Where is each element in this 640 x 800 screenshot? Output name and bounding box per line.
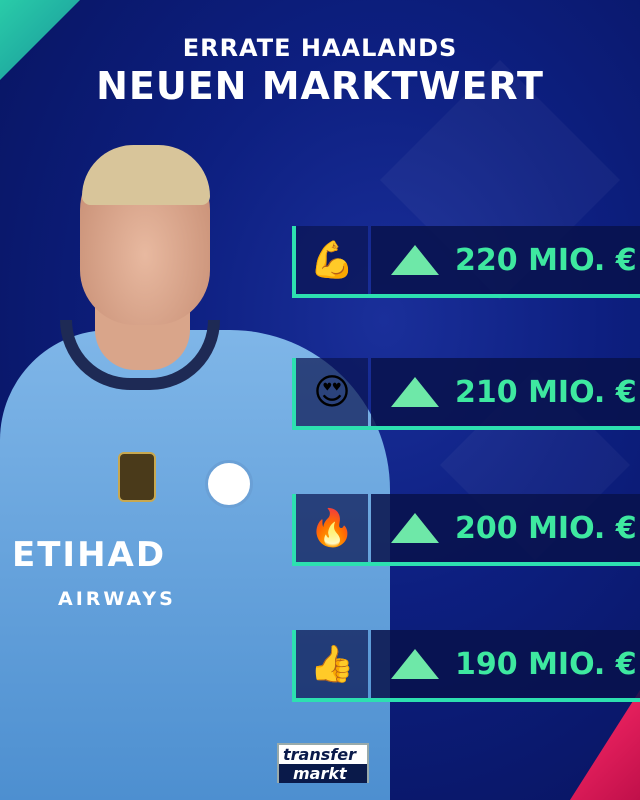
title-line1: ERRATE HAALANDS xyxy=(182,34,458,62)
option-value: 200 MIO. € xyxy=(455,510,637,546)
option-220[interactable]: 💪 220 MIO. € xyxy=(292,226,640,298)
sponsor-text: ETIHAD xyxy=(12,535,167,575)
fifa-badge-icon xyxy=(118,452,156,502)
heart-eyes-icon: 😍 xyxy=(296,358,368,426)
option-210[interactable]: 😍 210 MIO. € xyxy=(292,358,640,430)
option-value: 220 MIO. € xyxy=(455,242,637,278)
option-190[interactable]: 👍 190 MIO. € xyxy=(292,630,640,702)
fire-icon: 🔥 xyxy=(296,494,368,562)
club-crest-icon xyxy=(205,460,253,508)
thumbs-up-icon: 👍 xyxy=(296,630,368,698)
option-value: 210 MIO. € xyxy=(455,374,637,410)
flexed-biceps-icon: 💪 xyxy=(296,226,368,294)
title-line2: NEUEN MARKTWERT xyxy=(96,64,544,108)
transfermarkt-logo: transfer markt xyxy=(277,743,369,783)
option-value: 190 MIO. € xyxy=(455,646,637,682)
option-200[interactable]: 🔥 200 MIO. € xyxy=(292,494,640,566)
hair xyxy=(82,145,210,205)
triangle-up-icon xyxy=(391,377,439,407)
triangle-up-icon xyxy=(391,245,439,275)
triangle-up-icon xyxy=(391,513,439,543)
page-title: ERRATE HAALANDS NEUEN MARKTWERT xyxy=(0,34,640,108)
decor-triangle xyxy=(570,690,640,800)
logo-line1: transfer xyxy=(283,745,356,764)
sponsor-text-2: AIRWAYS xyxy=(58,588,176,610)
triangle-up-icon xyxy=(391,649,439,679)
logo-line2: markt xyxy=(279,764,367,783)
